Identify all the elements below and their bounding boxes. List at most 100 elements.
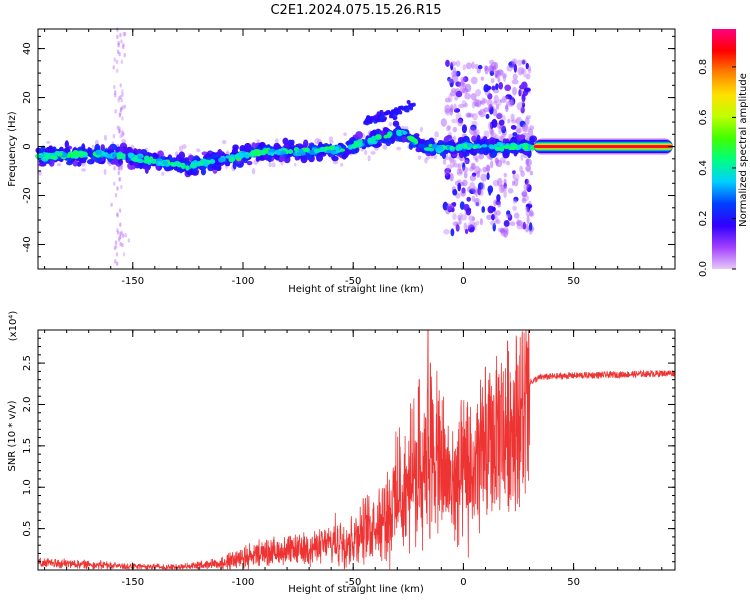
spectrogram-cell [460, 79, 465, 87]
spectrogram-cell [522, 221, 527, 230]
spectrogram-cell [478, 168, 483, 173]
spectrogram-cell [355, 143, 361, 148]
spectrogram-cell [115, 59, 119, 65]
spectrogram-cell [398, 110, 403, 115]
spectrogram-cell [106, 154, 112, 159]
spectrogram-cell [521, 59, 526, 65]
snr-y-axis: 0.5 1.0 1.5 2.0 2.5 [22, 337, 675, 563]
spectrogram-cell [527, 128, 534, 138]
spectrogram-cell [116, 34, 119, 40]
spectrogram-cell [512, 199, 518, 204]
spectrogram-cell [462, 152, 470, 157]
spectrogram-cell [221, 139, 227, 145]
spectrogram-cell [357, 139, 363, 144]
spectrogram-cell [489, 128, 494, 137]
spectrogram-cell [445, 125, 451, 132]
spectrogram-cell [477, 110, 483, 115]
y-tick-label: 0 [22, 143, 33, 149]
spectrogram-cell [425, 156, 431, 160]
spectrogram-cell [118, 95, 121, 101]
spectrogram-cell [120, 59, 124, 65]
spectrogram-cell [497, 77, 501, 83]
spectrogram-cell [511, 180, 515, 186]
spectrogram-cell [116, 212, 119, 217]
spectrogram-cell [499, 124, 506, 131]
spectrogram-cell [183, 158, 188, 165]
spectrogram-cell [484, 65, 489, 75]
spectrogram-cell [389, 111, 394, 116]
spectrogram-cell [471, 112, 478, 121]
spectrogram-cell [77, 150, 84, 157]
spectrogram-cell [528, 222, 533, 231]
spectrogram-cell [449, 78, 454, 88]
spectrogram-cell [450, 172, 454, 182]
spectrogram-cell [178, 145, 183, 153]
spectrogram-cell [470, 93, 477, 101]
spectrogram-cell [455, 224, 460, 232]
spectrogram-cell [260, 151, 267, 156]
spectrogram-cell [505, 104, 509, 110]
spectrogram-cell [487, 93, 493, 100]
spectrogram-cell [396, 130, 403, 137]
spectrogram-cell [525, 164, 532, 173]
spectrogram-cell [315, 153, 324, 162]
spectrogram-cell [525, 62, 529, 70]
spectrogram-cell [490, 61, 497, 70]
spectrogram-cell [313, 149, 319, 153]
spectrogram-cell [461, 166, 469, 173]
spectrogram-cell [121, 105, 125, 110]
spectrogram-cell [479, 148, 484, 153]
spectrogram-cell [459, 201, 465, 210]
spectrogram-cell [449, 91, 457, 97]
spectrogram-cell [474, 63, 479, 70]
spectrogram-cell [413, 133, 420, 138]
spectrogram-cell [225, 162, 231, 167]
spectrogram-cell [474, 102, 480, 107]
colorbar-tick-label: 0.6 [698, 109, 709, 125]
spectrogram-cell [449, 107, 454, 116]
spectrogram-cell [474, 165, 481, 175]
spectrogram-cell [123, 31, 127, 37]
spectrogram-cell [178, 151, 186, 160]
spectrogram-cell [493, 89, 500, 94]
spectrogram-cell [402, 130, 407, 135]
y-tick-label: 2.5 [22, 355, 33, 371]
spectrogram-cell [116, 213, 119, 218]
x-tick-label: -50 [345, 577, 361, 588]
spectrogram-cell [482, 98, 488, 104]
spectrogram-cell [217, 148, 223, 157]
snr-marks [37, 329, 676, 571]
spectrogram-cell [520, 154, 524, 161]
spectrogram-cell [450, 70, 458, 77]
spectrogram-cell [280, 150, 287, 155]
spectrogram-cell [91, 145, 95, 149]
spectrogram-cell [122, 44, 125, 50]
spectrogram-cell [364, 119, 369, 124]
spectrogram-cell [529, 136, 535, 145]
spectrogram-cell [121, 242, 124, 248]
spectrogram-cell [479, 190, 484, 197]
spectrogram-cell [56, 163, 62, 167]
spectrogram-cell [415, 147, 422, 153]
x-tick-label: -150 [121, 276, 144, 287]
spectrogram-cell [518, 68, 524, 75]
spectrogram-cell [523, 146, 529, 150]
snr-y-multiplier: (x10⁴) [8, 311, 19, 342]
spectrogram-cell [452, 70, 457, 77]
spectrogram-cell [95, 150, 102, 156]
spectrogram-cell [267, 149, 275, 153]
spectrogram-cell [120, 39, 123, 44]
spectrogram-cell [497, 69, 504, 77]
spectrogram-cell [267, 151, 273, 156]
spectrogram-cell [472, 144, 479, 149]
spectrogram-cell [528, 211, 535, 217]
spectrogram-cell [501, 125, 507, 134]
spectrogram-cell [367, 155, 371, 162]
spectrogram-cell [507, 188, 514, 194]
spectrogram-cell [157, 161, 162, 165]
spectrogram-cell [464, 228, 469, 234]
spectrogram-cell [458, 169, 463, 174]
spectrogram-cell [448, 93, 453, 103]
spectrogram-cell [49, 155, 57, 160]
spectrogram-cell [87, 150, 95, 158]
